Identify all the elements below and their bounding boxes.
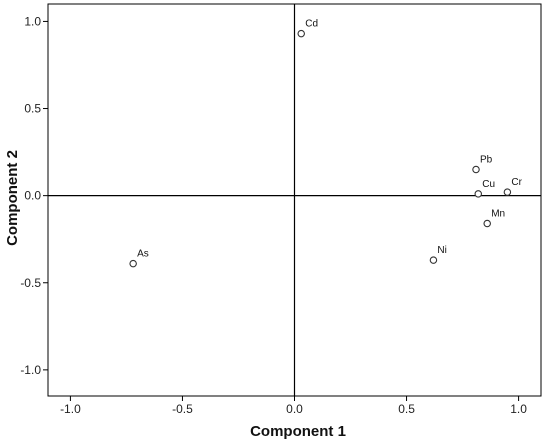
point-marker-cu [474,190,483,198]
point-marker-pb [472,165,480,174]
point-label-cd: Cd [305,19,318,30]
x-axis-ticks: -1.0 -0.5 0.0 0.5 1.0 [60,396,527,416]
point-label-pb: Pb [480,155,493,166]
x-tick-label: 1.0 [510,402,527,416]
x-axis-title: Component 1 [250,423,346,440]
y-axis-ticks: 1.0 0.5 0.0 -0.5 -1.0 [20,14,48,377]
point-marker-ni [429,256,438,264]
point-marker-as [129,259,137,268]
x-tick-label: -0.5 [172,402,193,416]
point-marker-cd [297,29,305,38]
reference-lines [48,4,541,396]
point-label-mn: Mn [491,209,505,220]
y-axis-title: Component 2 [4,150,21,246]
x-tick-label: 0.5 [398,402,415,416]
y-tick-label: -1.0 [20,363,41,377]
y-tick-label: 0.5 [24,102,41,116]
point-label-cr: Cr [511,177,522,188]
x-tick-label: -1.0 [60,402,81,416]
y-tick-label: -0.5 [20,276,41,290]
y-tick-label: 0.0 [24,189,41,203]
x-tick-label: 0.0 [286,402,303,416]
point-label-cu: Cu [482,179,495,190]
y-tick-label: 1.0 [24,14,41,28]
data-points: Cd Pb Cu Cr Mn Ni As [129,19,523,268]
point-label-as: As [137,249,149,260]
point-marker-cr [503,188,512,196]
point-label-ni: Ni [437,245,446,256]
point-marker-mn [483,219,491,228]
